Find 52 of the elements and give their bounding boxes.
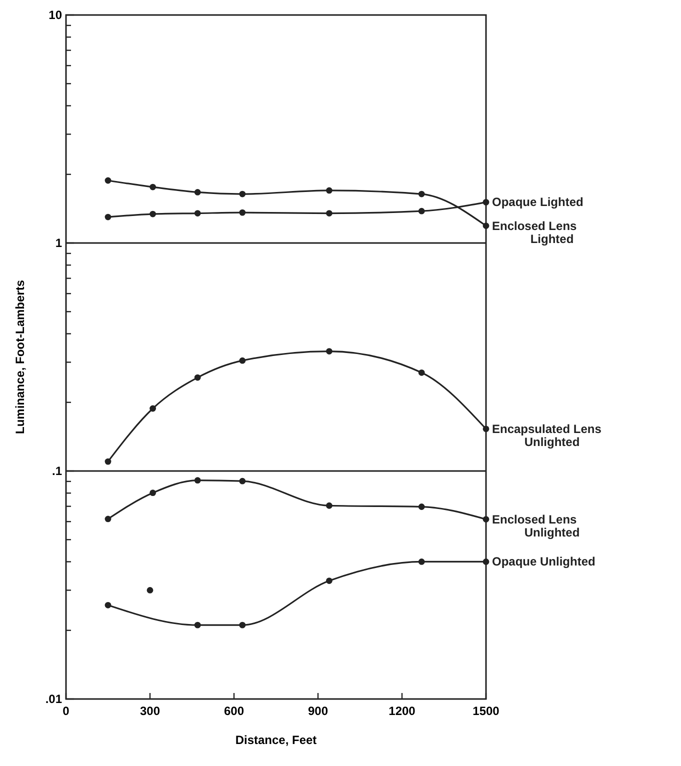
point: [194, 189, 201, 196]
point: [194, 477, 201, 484]
series-label: Enclosed Lens Lighted: [492, 218, 578, 246]
point: [326, 502, 332, 509]
point: [104, 177, 112, 184]
x-tick-label: 1500: [472, 704, 500, 718]
series-label: Enclosed Lens Unlighted: [492, 512, 580, 540]
y-tick-label: .1: [52, 464, 62, 478]
y-tick-label: .01: [45, 692, 62, 706]
point: [326, 348, 332, 354]
point: [326, 210, 332, 216]
point: [482, 516, 490, 522]
x-tick-label: 1200: [388, 704, 416, 718]
x-tick-label: 0: [62, 704, 70, 718]
point: [418, 369, 425, 376]
y-axis-title: Luminance, Foot-Lamberts: [13, 280, 27, 434]
x-tick-label: 900: [308, 704, 328, 718]
point: [104, 516, 112, 522]
x-tick-label: 600: [224, 704, 244, 718]
point: [194, 622, 201, 628]
point: [482, 558, 490, 565]
x-axis-title: Distance, Feet: [235, 733, 317, 747]
point: [150, 184, 156, 190]
point: [239, 478, 246, 484]
point: [146, 587, 154, 594]
point: [194, 210, 201, 216]
x-tick-label: 300: [140, 704, 160, 718]
point: [482, 198, 490, 206]
point: [104, 602, 112, 608]
point: [418, 190, 425, 198]
point: [104, 458, 112, 465]
point: [482, 426, 490, 432]
point: [194, 374, 201, 381]
point: [239, 622, 246, 628]
point: [418, 504, 425, 510]
point: [150, 405, 156, 412]
point: [418, 558, 425, 565]
point: [482, 222, 490, 229]
point: [239, 190, 246, 198]
y-tick-label: 1: [55, 236, 62, 250]
point: [239, 357, 246, 364]
series-label: Opaque Lighted: [492, 195, 584, 210]
point: [326, 578, 332, 584]
series-label: Opaque Unlighted: [492, 554, 596, 569]
point: [104, 214, 112, 220]
point: [150, 490, 156, 496]
series-label: Encapsulated Lens Unlighted: [492, 422, 602, 449]
point: [150, 210, 156, 218]
point: [418, 208, 425, 214]
point: [239, 209, 246, 216]
point: [326, 187, 332, 194]
y-tick-label: 10: [48, 8, 62, 22]
